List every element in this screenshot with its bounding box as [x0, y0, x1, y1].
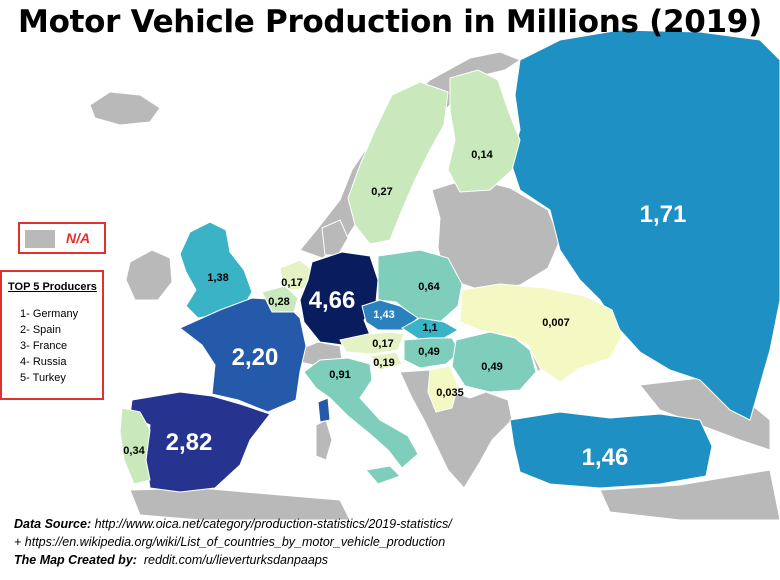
credit-label: The Map Created by: [14, 553, 137, 567]
country-sicily [365, 465, 401, 485]
country-iceland [89, 91, 161, 126]
label-slovakia: 1,1 [422, 322, 437, 334]
top5-item: 1- Germany [20, 308, 79, 320]
data-source: Data Source: http://www.oica.net/categor… [14, 515, 452, 569]
map-title: Motor Vehicle Production in Millions (20… [18, 4, 762, 40]
credit-value: reddit.com/u/lieverturksdanpaaps [143, 553, 329, 567]
country-romania [451, 331, 537, 393]
label-france: 2,20 [232, 344, 279, 371]
label-germany: 4,66 [309, 287, 356, 314]
na-legend: N/A [18, 222, 106, 254]
na-swatch [25, 230, 55, 248]
label-spain: 2,82 [166, 429, 213, 456]
country-finland [447, 69, 521, 193]
source-line1: http://www.oica.net/category/production-… [94, 517, 452, 531]
label-serbia: 0,035 [436, 387, 464, 399]
country-serbia [427, 365, 459, 413]
na-label: N/A [66, 230, 91, 246]
country-turkey [509, 411, 713, 489]
label-uk: 1,38 [207, 272, 228, 284]
top5-legend: TOP 5 Producers 1- Germany 2- Spain 3- F… [0, 270, 104, 400]
label-czechia: 1,43 [373, 309, 394, 321]
source-line2: + https://en.wikipedia.org/wiki/List_of_… [14, 535, 446, 549]
label-russia: 1,71 [640, 201, 687, 228]
country-russia [509, 29, 780, 421]
country-poland [377, 249, 463, 323]
label-poland: 0,64 [418, 281, 440, 293]
country-denmark [321, 219, 349, 256]
label-italy: 0,91 [329, 369, 350, 381]
country-baltics-belarus [431, 177, 561, 291]
label-romania: 0,49 [481, 361, 502, 373]
country-france [179, 297, 307, 413]
country-balkans [399, 369, 513, 489]
country-belgium [261, 285, 299, 313]
country-italy [303, 357, 419, 469]
country-sweden [347, 81, 449, 245]
label-ukraine: 0,007 [542, 317, 570, 329]
top5-item: 2- Spain [20, 324, 61, 336]
label-finland: 0,14 [471, 149, 493, 161]
label-slovenia: 0,19 [373, 357, 394, 369]
source-label: Data Source: [14, 517, 92, 531]
country-middle-east [599, 469, 780, 521]
top5-item: 5- Turkey [20, 372, 66, 384]
top5-title: TOP 5 Producers [8, 281, 97, 293]
top5-item: 3- France [20, 340, 68, 352]
country-austria [339, 331, 405, 355]
label-netherlands: 0,17 [281, 277, 302, 289]
country-ireland [125, 249, 173, 301]
country-north-africa [129, 487, 351, 521]
label-belgium: 0,28 [268, 296, 289, 308]
top5-list: 1- Germany 2- Spain 3- France 4- Russia … [20, 306, 78, 386]
label-austria: 0,17 [372, 338, 393, 350]
label-hungary: 0,49 [418, 346, 439, 358]
country-portugal [119, 407, 151, 485]
top5-item: 4- Russia [20, 356, 67, 368]
label-portugal: 0,34 [123, 445, 145, 457]
country-sardinia [315, 419, 333, 461]
country-slovenia [369, 351, 403, 371]
country-corsica [317, 397, 331, 423]
label-turkey: 1,46 [582, 444, 629, 471]
label-sweden: 0,27 [371, 186, 392, 198]
